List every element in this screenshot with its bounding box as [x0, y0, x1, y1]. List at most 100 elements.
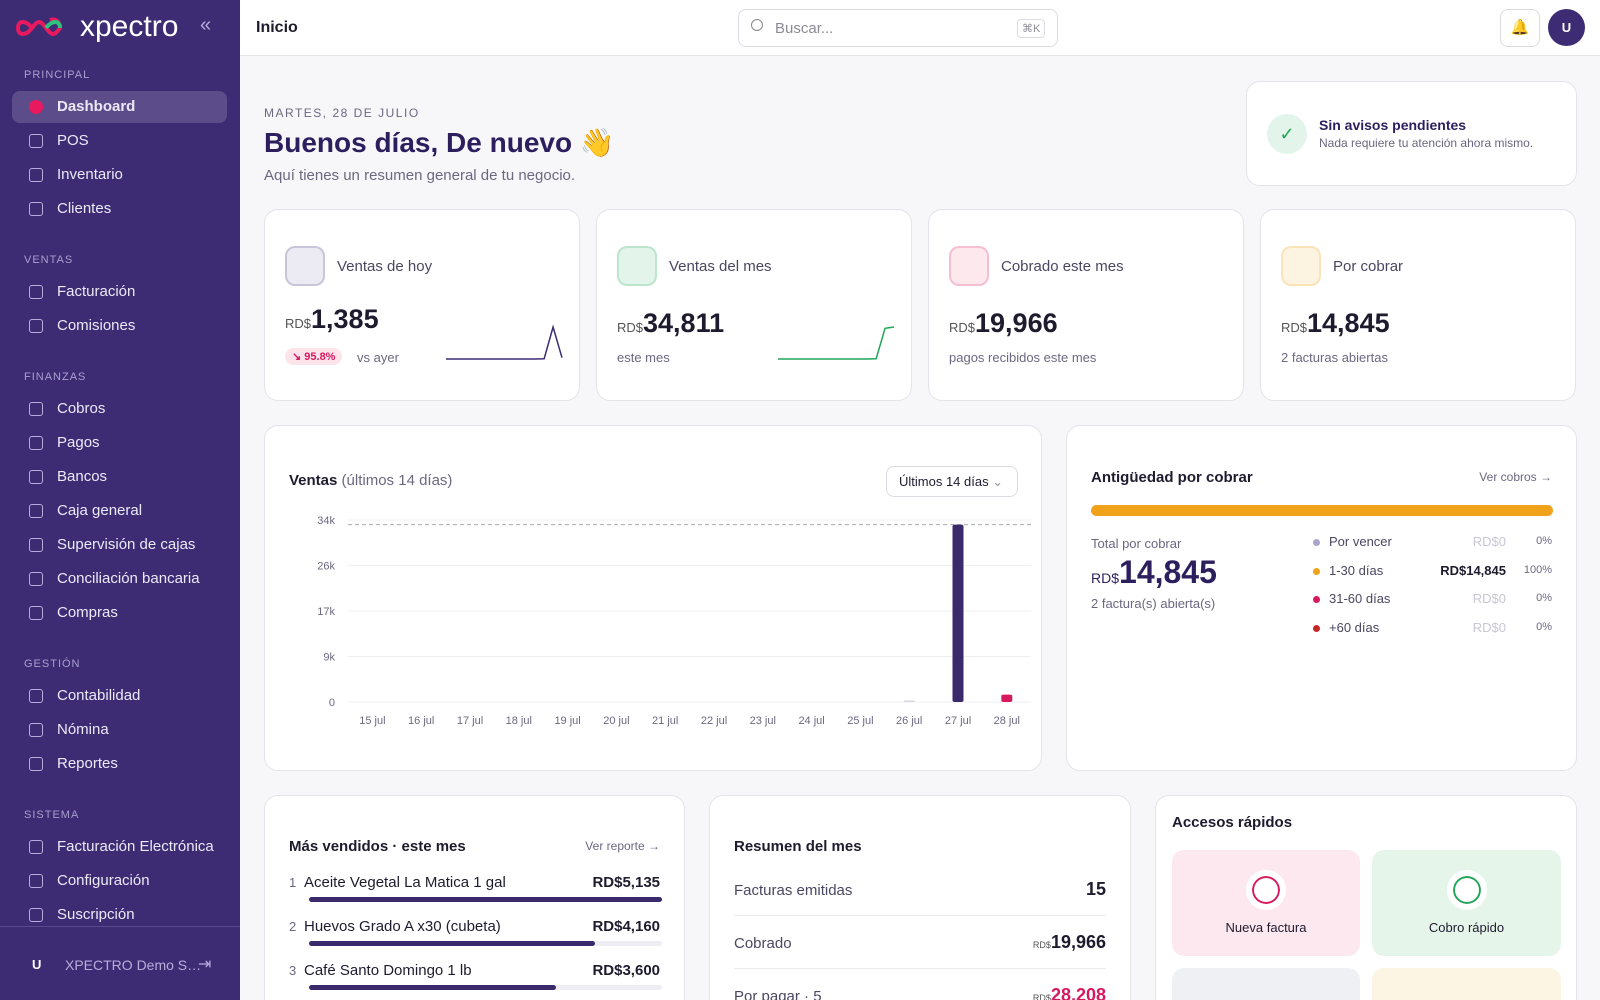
- bucket-name: +60 días: [1329, 619, 1380, 635]
- topbar: Inicio Buscar... ⌘K 🔔 U: [240, 0, 1600, 56]
- range-selector[interactable]: Últimos 14 días ⌄: [886, 466, 1018, 497]
- nav-item[interactable]: Contabilidad: [12, 680, 227, 712]
- quick-tile[interactable]: [1172, 968, 1360, 1000]
- top-link[interactable]: Ver reporte →: [585, 839, 660, 853]
- bucket-amount: RD$14,845: [1440, 562, 1506, 578]
- separator: [734, 968, 1106, 969]
- nav-icon: [29, 689, 43, 703]
- bar: [309, 941, 595, 946]
- legend-dot: [1313, 596, 1320, 604]
- separator: [734, 915, 1106, 916]
- x-tick-label: 23 jul: [750, 715, 776, 727]
- nav-item[interactable]: Cobros: [12, 393, 227, 425]
- nav-item[interactable]: Configuración: [12, 865, 227, 897]
- nav-icon: [29, 319, 43, 333]
- aging-title: Antigüedad por cobrar: [1091, 469, 1253, 486]
- legend-dot: [1313, 567, 1320, 575]
- nav-item[interactable]: Caja general: [12, 495, 227, 527]
- kpi-label: Cobrado este mes: [1001, 258, 1124, 275]
- kpi-note: pagos recibidos este mes: [949, 350, 1097, 365]
- nav-item[interactable]: Supervisión de cajas: [12, 529, 227, 561]
- nav-item[interactable]: Reportes: [12, 748, 227, 780]
- value: 15: [1085, 879, 1106, 899]
- section-heading: VENTAS: [24, 254, 74, 266]
- nav-item[interactable]: Nómina: [12, 714, 227, 746]
- bucket-percent: 0%: [1536, 535, 1552, 547]
- chart-subtitle: (últimos 14 días): [341, 472, 453, 489]
- avatar[interactable]: U: [1548, 9, 1585, 46]
- kpi-value: RD$14,845: [1281, 308, 1390, 339]
- aging-bar: [1091, 505, 1553, 516]
- sidebar: xpectro « PRINCIPAL Dashboard POS Inventari…: [0, 0, 240, 1000]
- bucket-percent: 0%: [1536, 620, 1552, 633]
- nav-icon: [29, 723, 43, 737]
- bar: [952, 524, 964, 702]
- nav-icon: [29, 538, 43, 552]
- product-amount: RD$5,135: [592, 874, 660, 891]
- bar: [1001, 694, 1013, 702]
- nav-icon: [29, 757, 43, 771]
- greeting-title: Buenos días, De nuevo 👋: [264, 127, 615, 158]
- kpi-note: este mes: [617, 350, 670, 365]
- kpi-label: Por cobrar: [1333, 258, 1404, 275]
- currency: RD$: [1091, 570, 1120, 586]
- nav-item[interactable]: Comisiones: [12, 310, 227, 342]
- currency: RD$: [1032, 993, 1051, 1000]
- currency: RD$: [285, 316, 312, 331]
- nav-item[interactable]: Facturación: [12, 276, 227, 308]
- collapse-button[interactable]: «: [200, 14, 212, 36]
- chart-title: Ventas: [289, 472, 338, 489]
- kpi-card: Cobrado este mes RD$19,966 pagos recibidos…: [928, 209, 1244, 401]
- search-placeholder: Buscar...: [775, 20, 834, 37]
- aging-link[interactable]: Ver cobros →: [1479, 470, 1552, 484]
- currency: RD$: [617, 320, 644, 335]
- search-box[interactable]: Buscar... ⌘K: [738, 9, 1058, 47]
- nav-item[interactable]: Suscripción: [12, 899, 227, 926]
- x-tick-label: 22 jul: [701, 715, 727, 727]
- summary-label: Cobrado: [734, 935, 792, 952]
- nav-item[interactable]: Bancos: [12, 461, 227, 493]
- bucket-name: Por vencer: [1329, 534, 1392, 549]
- kpi-icon: [285, 246, 325, 286]
- aging-segment: [1091, 505, 1553, 516]
- bucket-name: 31-60 días: [1329, 591, 1391, 607]
- quick-tile[interactable]: Cobro rápido: [1372, 850, 1561, 956]
- nav-item[interactable]: Compras: [12, 597, 227, 629]
- nav-item[interactable]: Pagos: [12, 427, 227, 459]
- nav-item[interactable]: Clientes: [12, 193, 227, 225]
- summary-value: RD$28,208: [1033, 985, 1106, 1000]
- kpi-icon: [617, 246, 657, 286]
- quick-tile[interactable]: [1372, 968, 1561, 1000]
- shortcut: ⌘K: [1017, 19, 1046, 38]
- y-tick-label: 0: [329, 697, 335, 709]
- quick-access-card: Accesos rápidos Nueva factura Cobro rápid…: [1155, 795, 1577, 1000]
- nav-item[interactable]: Facturación Electrónica: [12, 831, 227, 863]
- x-tick-label: 28 jul: [994, 715, 1020, 727]
- quick-tile[interactable]: Nueva factura: [1172, 850, 1360, 956]
- legend-dot: [1313, 539, 1320, 546]
- nav-icon: [29, 840, 43, 854]
- summary-title: Resumen del mes: [734, 838, 862, 855]
- nav-item[interactable]: Dashboard: [12, 91, 227, 123]
- x-tick-label: 17 jul: [457, 715, 483, 727]
- nav-icon: [29, 504, 43, 518]
- nav-item[interactable]: POS: [12, 125, 227, 157]
- x-tick-label: 25 jul: [847, 715, 873, 727]
- kpi-icon: [1281, 246, 1321, 286]
- sales-chart-card: Ventas (últimos 14 días) Últimos 14 días…: [264, 425, 1042, 771]
- logout-button[interactable]: ⇥: [198, 956, 212, 973]
- notifications-button[interactable]: 🔔: [1500, 9, 1540, 47]
- y-tick-label: 26k: [317, 561, 335, 573]
- notice-icon: ✓: [1267, 114, 1307, 154]
- section-heading: PRINCIPAL: [24, 69, 91, 81]
- greeting-subtitle: Aquí tienes un resumen general de tu neg…: [264, 167, 576, 184]
- total-value: 14,845: [1119, 554, 1217, 590]
- value: 14,845: [1307, 308, 1390, 338]
- nav-item[interactable]: Inventario: [12, 159, 227, 191]
- kpi-label: Ventas de hoy: [337, 258, 433, 275]
- nav-item[interactable]: Conciliación bancaria: [12, 563, 227, 595]
- legend-dot: [1313, 624, 1320, 632]
- summary-label: Por pagar · 5: [734, 988, 822, 1000]
- x-tick-label: 26 jul: [896, 715, 922, 727]
